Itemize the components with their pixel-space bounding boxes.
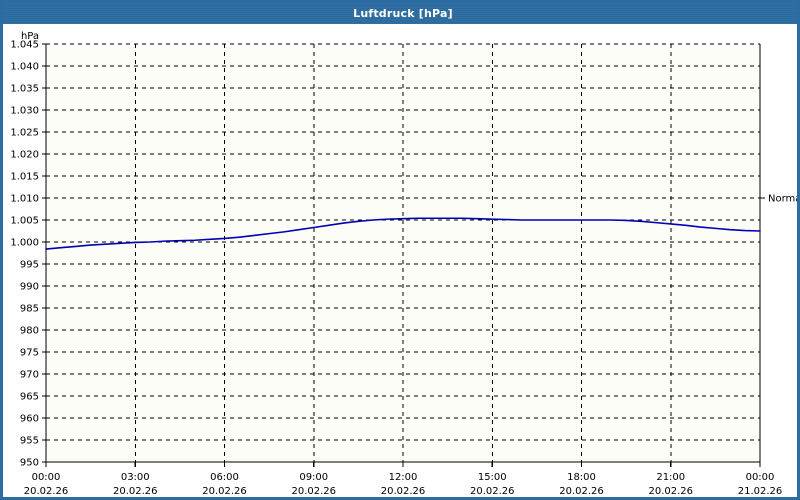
y-tick-label: 1.015: [10, 172, 39, 183]
window-title-bar: Luftdruck [hPa]: [3, 3, 797, 24]
x-tick-time-label: 00:00: [32, 472, 61, 483]
x-tick-time-label: 00:00: [746, 472, 775, 483]
y-tick-label: 995: [20, 260, 39, 271]
x-tick-date-label: 20.02.26: [559, 486, 604, 497]
normal-annotation: Normal: [760, 194, 797, 205]
y-tick-label: 1.035: [10, 84, 39, 95]
series-line-normal: [45, 217, 761, 250]
pressure-series-line: [45, 217, 761, 250]
y-tick-label: 1.005: [10, 216, 39, 227]
y-tick-label: 955: [20, 436, 39, 447]
x-axis-labels: 00:00 20.02.26 03:00 20.02.26 06:00 20.02.26 0…: [24, 472, 783, 497]
y-tick-label: 1.010: [10, 194, 39, 205]
x-tick-time-label: 12:00: [389, 472, 418, 483]
y-tick-label: 1.040: [10, 62, 39, 73]
y-tick-label: 985: [20, 304, 39, 315]
x-tick-date-label: 20.02.26: [470, 486, 515, 497]
axis-ticks: [42, 43, 761, 467]
x-tick-time-label: 09:00: [299, 472, 328, 483]
y-tick-label: 1.025: [10, 128, 39, 139]
x-tick-time-label: 18:00: [567, 472, 596, 483]
x-tick-time-label: 21:00: [656, 472, 685, 483]
y-tick-label: 950: [20, 458, 39, 469]
x-tick-date-label: 21.02.26: [738, 486, 783, 497]
x-tick-date-label: 20.02.26: [291, 486, 336, 497]
y-tick-label: 1.000: [10, 238, 39, 249]
x-tick-date-label: 20.02.26: [202, 486, 247, 497]
page-title: Luftdruck [hPa]: [353, 7, 453, 20]
y-tick-label: 970: [20, 370, 39, 381]
y-tick-label: 1.045: [10, 40, 39, 51]
x-tick-time-label: 03:00: [121, 472, 150, 483]
x-tick-date-label: 20.02.26: [648, 486, 693, 497]
y-tick-label: 990: [20, 282, 39, 293]
grid-lines: [46, 43, 760, 462]
y-tick-label: 1.020: [10, 150, 39, 161]
x-tick-date-label: 20.02.26: [24, 486, 69, 497]
y-tick-label: 1.030: [10, 106, 39, 117]
normal-level-label: Normal: [768, 194, 797, 205]
y-tick-label: 960: [20, 414, 39, 425]
y-axis-unit-label: hPa: [21, 31, 39, 42]
y-axis-labels: 1.045 1.040 1.035 1.030 1.025 1.020 1.015 1.010…: [10, 31, 39, 469]
y-tick-label: 980: [20, 326, 39, 337]
x-tick-date-label: 20.02.26: [113, 486, 158, 497]
x-tick-date-label: 20.02.26: [381, 486, 426, 497]
y-tick-label: 975: [20, 348, 39, 359]
pressure-chart: 1.045 1.040 1.035 1.030 1.025 1.020 1.015 1.010…: [10, 31, 797, 497]
x-tick-time-label: 06:00: [210, 472, 239, 483]
y-tick-label: 965: [20, 392, 39, 403]
x-tick-time-label: 15:00: [478, 472, 507, 483]
